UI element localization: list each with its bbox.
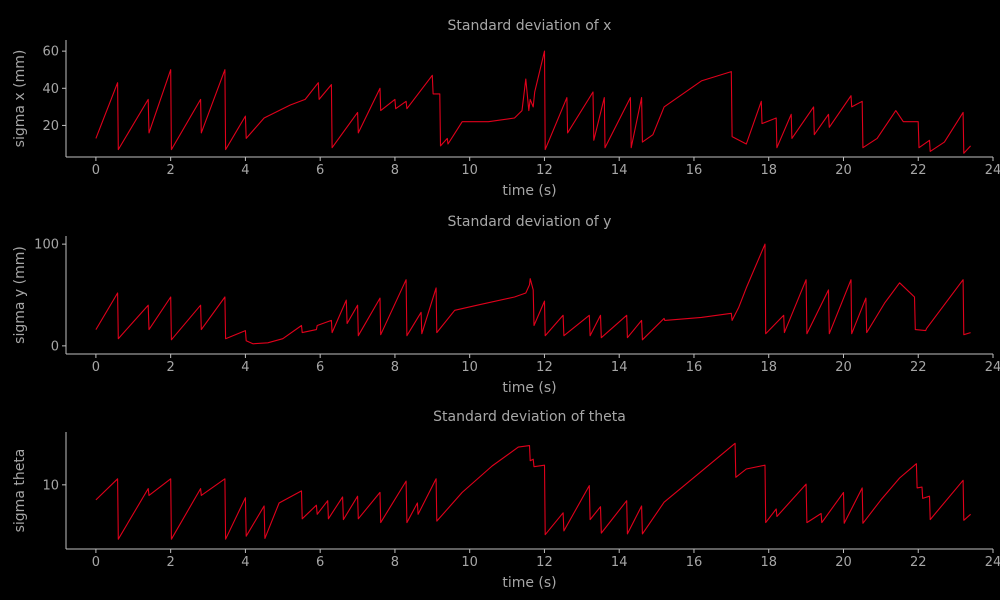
x-axis-label: time (s)	[502, 183, 556, 199]
chart-title: Standard deviation of y	[448, 214, 612, 230]
x-tick-label: 18	[760, 555, 777, 570]
x-tick-label: 20	[835, 555, 852, 570]
x-tick-label: 6	[316, 163, 324, 178]
x-tick-label: 16	[686, 360, 703, 375]
x-tick-label: 2	[167, 163, 175, 178]
x-tick-label: 24	[985, 163, 1000, 178]
y-tick-label: 100	[34, 238, 59, 253]
series-line	[95, 50, 972, 154]
x-tick-label: 6	[316, 555, 324, 570]
x-tick-label: 12	[536, 555, 553, 570]
x-tick-label: 14	[611, 360, 628, 375]
chart-title: Standard deviation of theta	[433, 409, 626, 425]
x-tick-label: 18	[760, 360, 777, 375]
x-tick-label: 16	[686, 163, 703, 178]
x-tick-label: 8	[391, 163, 399, 178]
x-tick-label: 0	[92, 555, 100, 570]
x-tick-label: 24	[985, 555, 1000, 570]
x-tick-label: 12	[536, 163, 553, 178]
x-tick-label: 0	[92, 163, 100, 178]
y-tick-label: 10	[42, 478, 59, 493]
x-tick-label: 8	[391, 555, 399, 570]
x-tick-label: 22	[910, 360, 927, 375]
x-tick-label: 10	[461, 555, 478, 570]
x-axis-label: time (s)	[502, 380, 556, 396]
x-tick-label: 20	[835, 163, 852, 178]
x-tick-label: 24	[985, 360, 1000, 375]
chart-title: Standard deviation of x	[448, 18, 612, 34]
x-tick-label: 4	[241, 163, 249, 178]
x-tick-label: 10	[461, 360, 478, 375]
x-axis-label: time (s)	[502, 575, 556, 591]
y-axis-label: sigma x (mm)	[12, 50, 28, 148]
y-axis-label: sigma theta	[12, 449, 28, 533]
panel-1: Standard deviation of x0 2 4 6 8 10 12 14 16 18 20…	[12, 18, 1000, 199]
series-line	[95, 243, 971, 345]
y-tick-label: 20	[42, 119, 59, 134]
x-tick-label: 10	[461, 163, 478, 178]
x-tick-label: 22	[910, 163, 927, 178]
x-tick-label: 12	[536, 360, 553, 375]
y-tick-label: 40	[42, 82, 59, 97]
x-tick-label: 0	[92, 360, 100, 375]
panel-2: Standard deviation of y0 2 4 6 8 10 12 14 16 18 20…	[12, 214, 1000, 396]
x-tick-label: 14	[611, 555, 628, 570]
x-tick-label: 14	[611, 163, 628, 178]
x-tick-label: 2	[167, 555, 175, 570]
x-tick-label: 18	[760, 163, 777, 178]
x-tick-label: 8	[391, 360, 399, 375]
x-tick-label: 4	[241, 360, 249, 375]
x-tick-label: 22	[910, 555, 927, 570]
x-tick-label: 16	[686, 555, 703, 570]
x-tick-label: 4	[241, 555, 249, 570]
y-tick-label: 0	[51, 339, 59, 354]
y-axis-label: sigma y (mm)	[12, 246, 28, 344]
x-tick-label: 6	[316, 360, 324, 375]
x-tick-label: 2	[167, 360, 175, 375]
y-tick-label: 60	[42, 45, 59, 60]
series-line	[95, 442, 971, 540]
x-tick-label: 20	[835, 360, 852, 375]
